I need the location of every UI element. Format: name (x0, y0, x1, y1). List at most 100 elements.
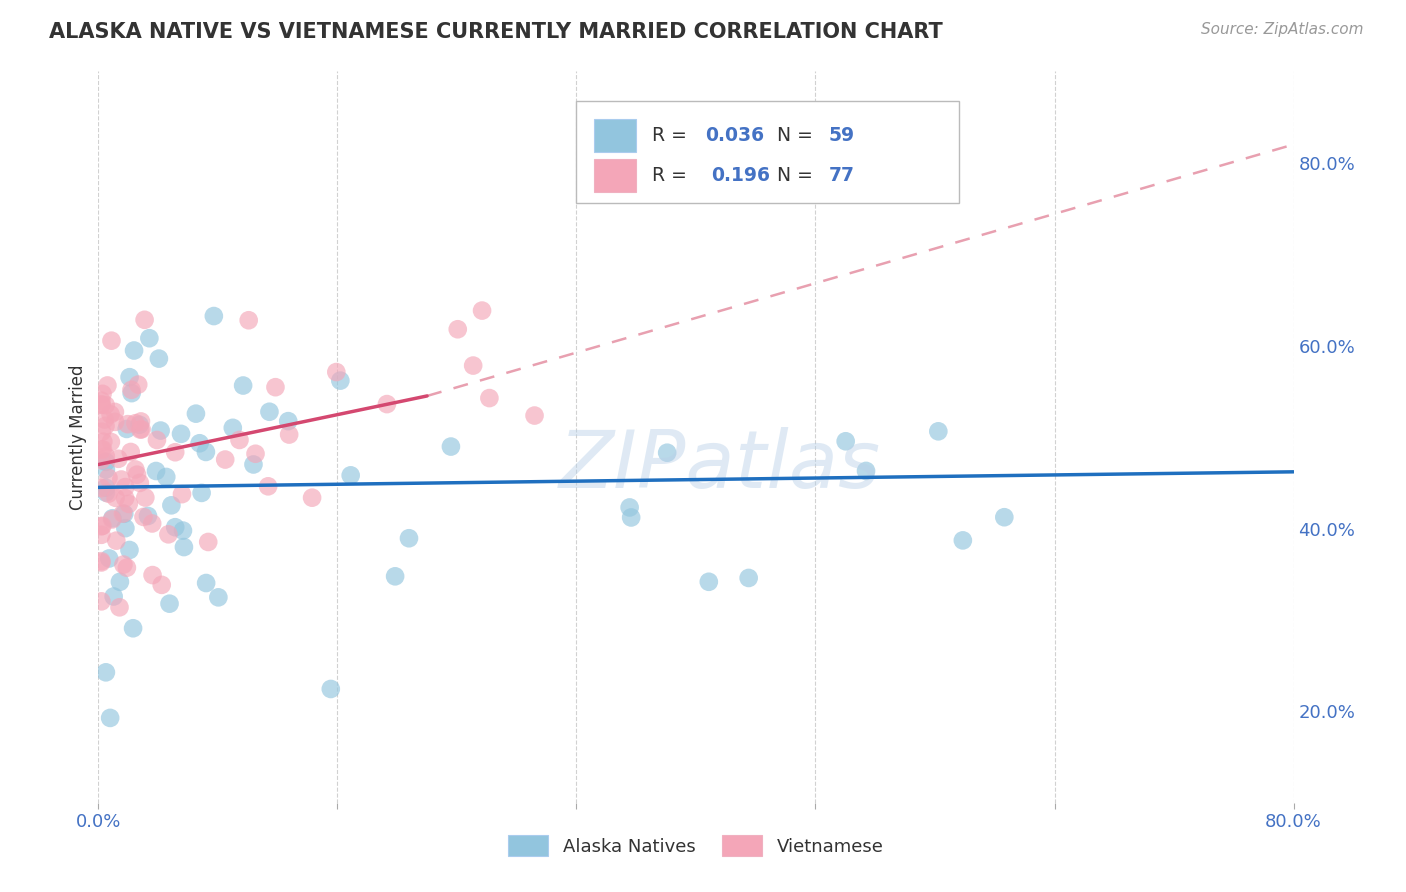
Point (94, 398, 117, 412)
Point (101, 512, 124, 526)
FancyBboxPatch shape (595, 159, 637, 192)
Point (118, 543, 141, 558)
Point (129, 414, 152, 428)
Point (149, 424, 172, 438)
Point (188, 436, 211, 450)
Point (197, 535, 219, 549)
Point (90, 528, 112, 542)
Point (138, 331, 160, 345)
Point (264, 380, 287, 394)
Point (118, 497, 141, 511)
Point (238, 313, 260, 327)
Point (195, 576, 218, 591)
Point (90, 481, 112, 495)
Point (121, 383, 143, 397)
Point (325, 365, 347, 379)
Point (190, 486, 212, 500)
Point (108, 574, 131, 589)
Point (478, 391, 501, 405)
Point (91, 442, 114, 457)
Point (90, 453, 112, 467)
Point (384, 569, 406, 583)
Point (277, 414, 299, 428)
Point (100, 434, 122, 449)
Point (122, 621, 145, 635)
Point (228, 433, 250, 447)
Point (114, 480, 136, 494)
Text: ALASKA NATIVE VS VIETNAMESE CURRENTLY MARRIED CORRELATION CHART: ALASKA NATIVE VS VIETNAMESE CURRENTLY MA… (49, 22, 943, 42)
Text: 77: 77 (828, 166, 855, 186)
Point (259, 405, 281, 419)
Point (141, 516, 163, 531)
Point (98, 711, 121, 725)
Point (94, 449, 117, 463)
Point (142, 568, 165, 582)
Point (232, 378, 254, 392)
Point (170, 426, 193, 441)
Point (173, 540, 195, 554)
Point (108, 600, 131, 615)
Point (115, 422, 138, 436)
Point (155, 470, 177, 484)
Point (94, 485, 117, 500)
Point (202, 309, 225, 323)
Point (118, 370, 141, 384)
Point (245, 447, 267, 461)
Point (94, 418, 117, 433)
Point (160, 498, 183, 512)
Point (90, 556, 112, 570)
Point (301, 491, 323, 505)
Point (447, 322, 470, 336)
Point (94, 481, 117, 495)
Point (128, 475, 150, 490)
Text: ZIPatlas: ZIPatlas (558, 427, 882, 506)
Text: N =: N = (778, 166, 820, 186)
Point (339, 468, 361, 483)
Point (148, 351, 170, 366)
Point (172, 524, 194, 538)
Point (207, 591, 229, 605)
Point (104, 405, 127, 419)
Point (278, 427, 301, 442)
FancyBboxPatch shape (595, 119, 637, 152)
Point (94, 455, 117, 469)
Legend: Alaska Natives, Vietnamese: Alaska Natives, Vietnamese (501, 828, 891, 863)
Point (834, 434, 856, 449)
Point (110, 473, 132, 487)
Point (319, 681, 342, 696)
Point (697, 574, 720, 589)
Point (100, 408, 122, 422)
Point (90, 554, 112, 568)
Point (927, 425, 949, 439)
Point (111, 507, 134, 521)
Point (471, 303, 494, 318)
Point (90, 442, 112, 457)
Point (107, 451, 129, 466)
Point (105, 533, 128, 548)
Point (375, 397, 398, 411)
Point (170, 487, 193, 501)
Point (855, 464, 877, 478)
Text: 0.036: 0.036 (706, 126, 765, 145)
Point (101, 511, 124, 525)
Point (97, 471, 120, 485)
Point (100, 334, 122, 348)
Point (115, 560, 138, 574)
Point (94, 462, 117, 476)
Text: 0.196: 0.196 (711, 166, 770, 186)
Point (117, 417, 139, 432)
Point (952, 533, 974, 548)
Point (124, 417, 146, 431)
Point (93, 434, 115, 449)
Point (121, 386, 143, 401)
Point (114, 521, 136, 535)
Point (91, 425, 114, 439)
Point (128, 417, 150, 432)
Point (657, 446, 679, 460)
Point (94, 665, 117, 680)
Point (104, 491, 127, 505)
Point (165, 445, 187, 459)
Point (737, 571, 759, 585)
Point (91, 518, 114, 533)
Point (90, 398, 112, 412)
